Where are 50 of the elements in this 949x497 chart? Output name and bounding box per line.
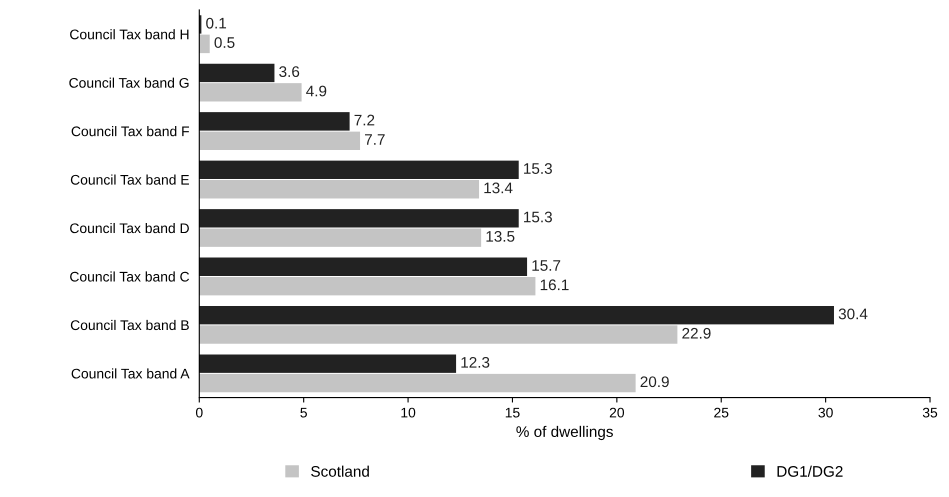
data-label: 7.7	[365, 134, 385, 145]
x-tick-label: 0	[196, 408, 203, 418]
bar	[199, 306, 834, 324]
x-tick-label: 15	[506, 408, 520, 418]
bar	[199, 354, 456, 373]
bar	[199, 112, 350, 131]
bar	[199, 209, 519, 228]
y-tick-label: Council Tax band A	[72, 368, 190, 379]
y-tick-label: Council Tax band G	[69, 78, 189, 88]
data-label: 3.6	[279, 66, 300, 78]
bar	[199, 34, 210, 54]
y-tick-label: Council Tax band B	[70, 320, 189, 330]
y-tick-label: Council Tax band C	[70, 271, 190, 282]
x-tick-label: 30	[818, 408, 833, 418]
bar	[199, 276, 536, 296]
data-label: 7.2	[354, 114, 374, 126]
legend-label: DG1/DG2	[778, 466, 843, 477]
bar	[199, 132, 360, 150]
data-label: 15.3	[524, 163, 552, 174]
bar	[199, 180, 480, 198]
bar	[199, 83, 302, 102]
data-label: 0.5	[214, 37, 234, 48]
data-label: 0.1	[206, 18, 226, 29]
y-tick-label: Council Tax band D	[70, 222, 189, 234]
data-label: 13.4	[484, 182, 513, 194]
data-label: 12.3	[461, 356, 490, 368]
bar	[199, 258, 528, 276]
x-tick-label: 5	[300, 408, 307, 418]
bar	[199, 64, 274, 82]
bar	[199, 160, 519, 180]
data-label: 4.9	[306, 86, 326, 96]
data-label: 15.7	[532, 260, 560, 271]
x-tick-label: 35	[922, 408, 938, 418]
y-tick-label: Council Tax band F	[72, 126, 190, 136]
data-label: 13.5	[486, 230, 514, 242]
x-tick-label: 10	[401, 408, 416, 418]
data-label: 22.9	[682, 328, 711, 339]
y-tick-label: Council Tax band H	[70, 29, 188, 40]
bar	[199, 374, 636, 392]
legend-label: Scotland	[311, 466, 369, 477]
data-label: 16.1	[540, 279, 569, 290]
x-tick-label: 25	[714, 408, 728, 418]
data-label: 20.9	[640, 376, 669, 388]
y-tick-label: Council Tax band E	[70, 174, 189, 185]
bar	[199, 228, 482, 247]
data-label: 15.3	[524, 212, 552, 222]
bar	[199, 325, 678, 344]
x-tick-label: 20	[610, 408, 624, 418]
data-label: 30.4	[838, 308, 868, 320]
x-axis-title: % of dwellings	[516, 426, 613, 440]
